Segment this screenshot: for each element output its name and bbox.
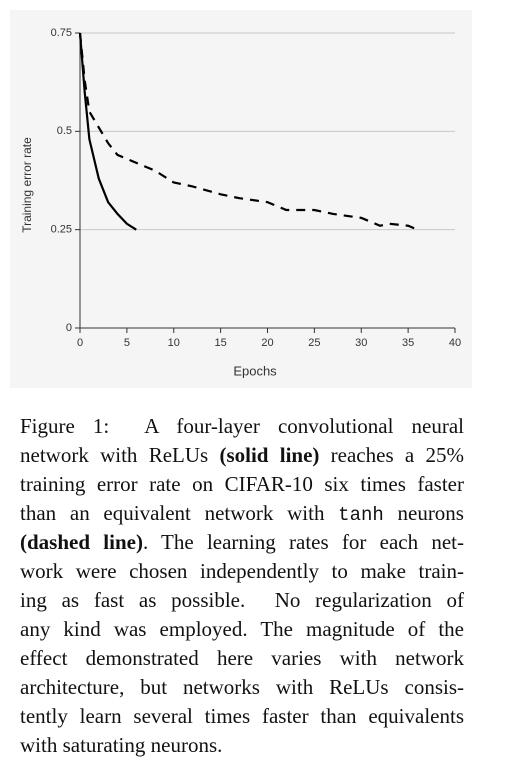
caption-text: (dashed line): [20, 530, 143, 554]
caption-text: ing as fast as possible. No regularizati…: [20, 588, 464, 612]
x-tick-label: 10: [168, 337, 180, 349]
y-tick-label: 0.5: [57, 125, 72, 137]
x-tick-label: 30: [355, 337, 367, 349]
caption-text: network with ReLUs: [20, 443, 220, 467]
x-tick-label: 5: [124, 337, 130, 349]
caption-line: than an equivalent network with tanh neu…: [20, 499, 464, 528]
x-tick-label: 35: [402, 337, 414, 349]
caption-text: (solid line): [219, 443, 320, 467]
x-tick-label: 25: [308, 337, 320, 349]
caption-line: work were chosen independently to make t…: [20, 557, 464, 586]
y-axis-label: Training error rate: [20, 137, 34, 233]
caption-text: architecture, but networks with ReLUs co…: [20, 675, 464, 699]
caption-text: neurons: [383, 501, 464, 525]
caption-line: ing as fast as possible. No regularizati…: [20, 586, 464, 615]
y-tick-label: 0.25: [51, 224, 72, 236]
caption-text: reaches a 25%: [319, 443, 464, 467]
caption-text: any kind was employed. The magnitude of …: [20, 617, 464, 641]
caption-line: with saturating neurons.: [20, 731, 464, 760]
caption-line: Figure 1: A four-layer convolutional neu…: [20, 412, 464, 441]
caption-text: tanh: [338, 504, 384, 526]
caption-line: architecture, but networks with ReLUs co…: [20, 673, 464, 702]
caption-text: with saturating neurons.: [20, 733, 223, 757]
caption-text: work were chosen independently to make t…: [20, 559, 464, 583]
series-line: [78, 32, 137, 231]
caption-text: than an equivalent network with: [20, 501, 339, 525]
x-tick-label: 20: [261, 337, 273, 349]
caption-line: tently learn several times faster than e…: [20, 702, 464, 731]
series-line: [78, 32, 418, 231]
caption-text: training error rate on CIFAR-10 six time…: [20, 472, 464, 496]
caption-text: Figure 1: A four-layer convolutional neu…: [20, 414, 464, 438]
caption-line: (dashed line). The learning rates for ea…: [20, 528, 464, 557]
y-tick-label: 0: [66, 322, 72, 334]
caption-line: training error rate on CIFAR-10 six time…: [20, 470, 464, 499]
caption-line: network with ReLUs (solid line) reaches …: [20, 441, 464, 470]
caption: Figure 1: A four-layer convolutional neu…: [20, 412, 464, 760]
caption-line: effect demonstrated here varies with net…: [20, 644, 464, 673]
y-tick-label: 0.75: [51, 27, 72, 39]
caption-line: any kind was employed. The magnitude of …: [20, 615, 464, 644]
chart: Epochs Training error rate 0 0.25 0.5 0.75 0…: [20, 26, 462, 379]
x-tick-label: 0: [77, 337, 83, 349]
x-tick-label: 40: [449, 337, 461, 349]
caption-text: tently learn several times faster than e…: [20, 704, 464, 728]
x-tick-label: 15: [215, 337, 227, 349]
caption-text: effect demonstrated here varies with net…: [20, 646, 464, 670]
caption-text: . The learning rates for each net-: [142, 530, 464, 554]
x-axis-label: Epochs: [233, 363, 277, 378]
